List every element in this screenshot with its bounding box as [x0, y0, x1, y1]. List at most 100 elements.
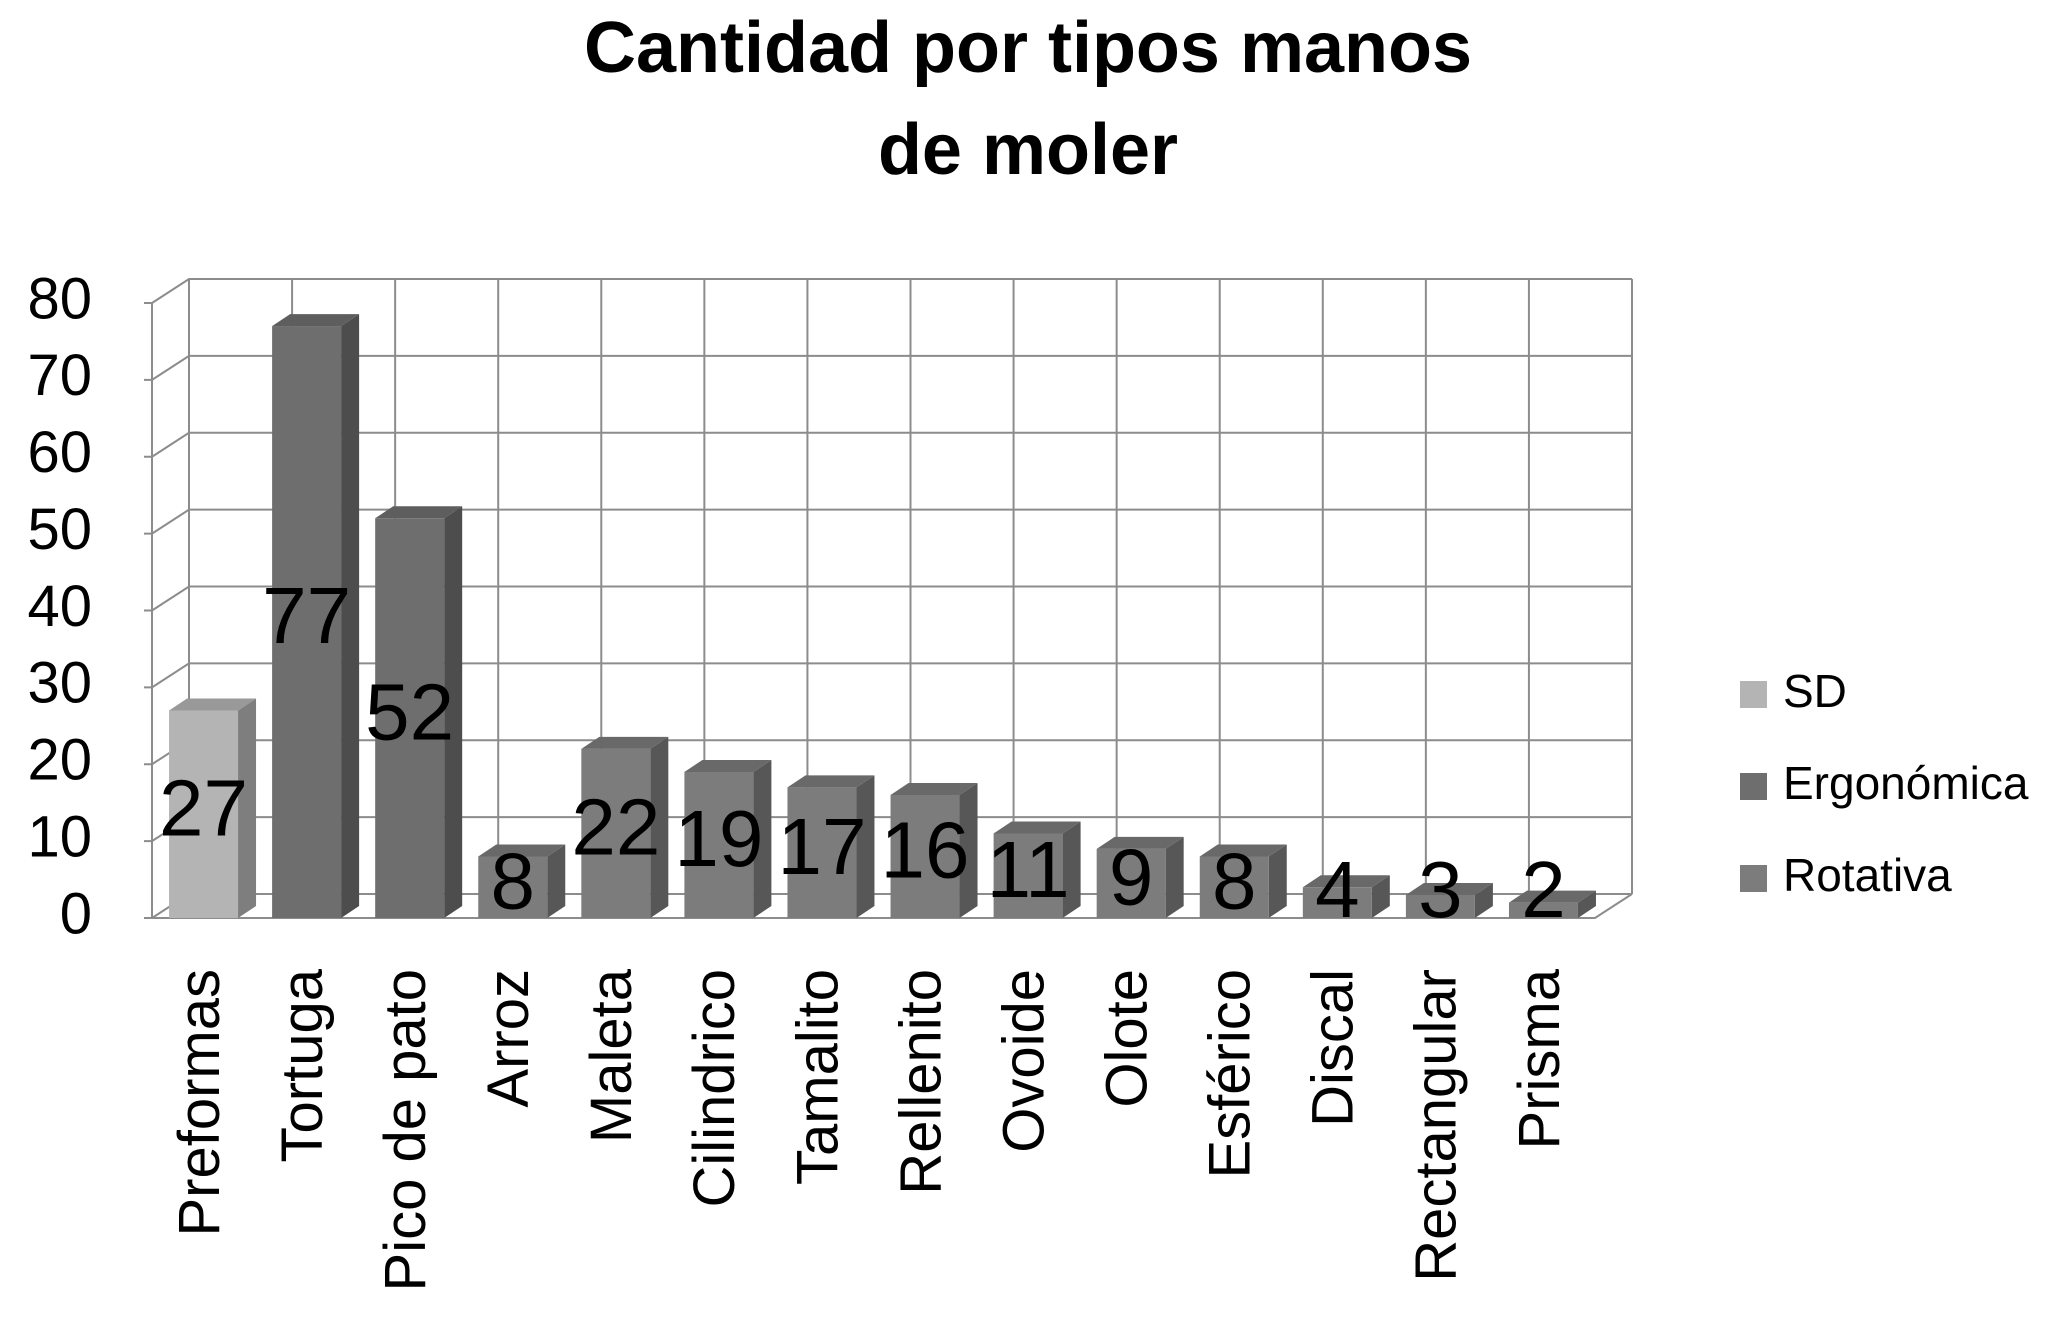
bar-top	[478, 844, 566, 857]
grid-line	[151, 431, 1632, 458]
bar-side	[444, 506, 463, 918]
bar-3d	[581, 736, 669, 918]
bar-top	[1405, 882, 1493, 895]
y-tick-label: 80	[27, 266, 92, 331]
data-label: 77	[262, 571, 351, 660]
bar-side	[238, 698, 257, 918]
x-tick-label: Olote	[1095, 969, 1160, 1108]
grid-line	[151, 278, 1632, 304]
bar-3d	[1508, 890, 1596, 918]
data-label: 2	[1521, 845, 1566, 934]
bar-side	[1577, 890, 1596, 918]
bar	[993, 833, 1063, 918]
grid-line	[151, 354, 1632, 381]
bar	[1508, 902, 1578, 918]
x-tick-label: Rectangular	[1404, 969, 1469, 1282]
bar	[375, 518, 445, 918]
y-tick-label: 30	[27, 651, 92, 716]
x-tick-label: Discal	[1301, 969, 1366, 1127]
bar-top	[787, 775, 875, 788]
bar	[1405, 894, 1475, 918]
bar-top	[375, 506, 463, 519]
y-tick-label: 10	[27, 804, 92, 869]
bar-top	[1302, 875, 1390, 888]
bar-3d	[375, 506, 463, 918]
data-label: 8	[491, 836, 536, 925]
y-tick-label: 40	[27, 574, 92, 639]
bar-top	[581, 736, 669, 749]
data-label: 19	[674, 794, 763, 883]
bar-top	[1508, 890, 1596, 903]
bar-top	[1199, 844, 1287, 857]
bar-3d	[787, 775, 875, 918]
bar-side	[1371, 875, 1390, 918]
bar-3d	[684, 759, 772, 918]
data-label: 27	[159, 763, 248, 852]
x-tick-label: Rellenito	[888, 969, 953, 1195]
bar-3d	[1096, 836, 1184, 918]
bar	[478, 856, 548, 918]
bar	[787, 787, 857, 918]
bar-3d	[169, 698, 257, 918]
bar-side	[1268, 844, 1287, 918]
legend-label: Ergonómica	[1783, 757, 2029, 809]
bar	[169, 710, 239, 918]
bar-side	[341, 314, 360, 918]
y-tick-label: 70	[27, 343, 92, 408]
bar-top	[1096, 836, 1184, 849]
bar-3d	[993, 821, 1081, 918]
bar-top	[890, 783, 978, 795]
bar-side	[959, 783, 978, 918]
data-label: 22	[571, 783, 660, 872]
chart-title: Cantidad por tipos manos de moler	[584, 8, 1472, 190]
data-label: 9	[1109, 833, 1154, 922]
bar-3d	[478, 844, 566, 918]
data-label: 11	[987, 825, 1070, 914]
bar	[684, 771, 754, 918]
bar-top	[684, 759, 772, 772]
bar-side	[650, 736, 669, 918]
x-tick-label: Ovoide	[991, 969, 1056, 1153]
x-tick-label: Preformas	[167, 969, 232, 1237]
bar	[272, 326, 342, 918]
y-tick-label: 50	[27, 497, 92, 562]
bar	[1096, 848, 1166, 918]
bar	[581, 748, 651, 918]
bar-top	[272, 314, 360, 327]
x-tick-label: Prisma	[1507, 968, 1572, 1149]
bar-3d	[1405, 882, 1493, 918]
bar-side	[547, 844, 566, 918]
x-tick-label: Pico de pato	[373, 969, 438, 1291]
legend-label: SD	[1783, 665, 1847, 717]
bar-side	[753, 759, 772, 918]
bar-3d	[1199, 844, 1287, 918]
bar	[890, 795, 960, 918]
bar-3d	[272, 314, 360, 918]
bar	[1199, 856, 1269, 918]
data-label: 4	[1315, 845, 1360, 934]
legend-label: Rotativa	[1783, 849, 1952, 901]
grid-line	[151, 508, 1632, 535]
bar-top	[169, 698, 257, 711]
x-tick-label: Tamalito	[785, 969, 850, 1185]
legend-swatch	[1740, 773, 1767, 800]
y-tick-label: 20	[27, 728, 92, 793]
bar-side	[1474, 882, 1493, 918]
legend-swatch	[1740, 865, 1767, 892]
y-tick-label: 60	[27, 420, 92, 485]
x-tick-label: Tortuga	[270, 968, 335, 1162]
bar	[1302, 887, 1372, 918]
bar-3d	[890, 783, 978, 918]
grid-line	[151, 585, 1632, 612]
bar-top	[993, 821, 1081, 834]
bar-3d	[1302, 875, 1390, 918]
x-tick-label: Cilindrico	[682, 969, 747, 1208]
x-tick-label: Arroz	[476, 969, 541, 1108]
x-tick-label: Maleta	[579, 968, 644, 1143]
x-tick-label: Esférico	[1198, 969, 1263, 1179]
data-label: 17	[777, 802, 866, 891]
data-label: 8	[1212, 836, 1257, 925]
data-label: 3	[1418, 845, 1463, 934]
y-tick-label: 0	[60, 881, 92, 946]
